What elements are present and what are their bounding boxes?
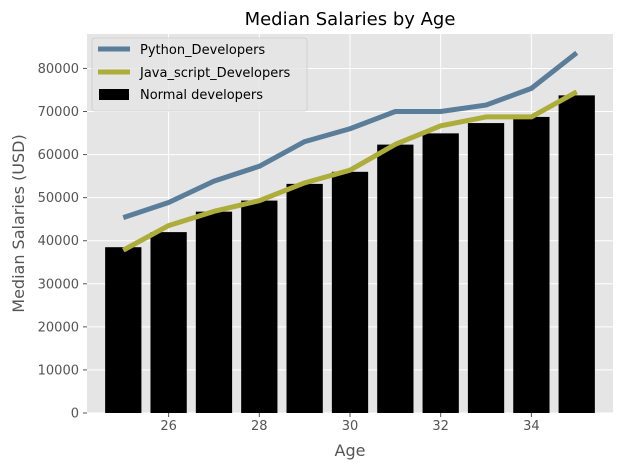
- bar: [150, 232, 187, 413]
- bar: [377, 144, 414, 413]
- y-tick-label: 40000: [38, 234, 79, 249]
- bar: [422, 133, 459, 413]
- x-tick-label: 30: [342, 419, 359, 434]
- series-lines: [122, 50, 579, 253]
- x-tick-label: 34: [523, 419, 540, 434]
- legend-label-python: Python_Developers: [140, 43, 265, 58]
- series-line-1: [122, 89, 578, 253]
- y-tick-label: 20000: [38, 320, 79, 335]
- y-tick-label: 10000: [38, 363, 79, 378]
- legend-swatch-normal: [99, 89, 129, 100]
- y-tick-label: 80000: [38, 62, 79, 77]
- bar: [286, 183, 323, 413]
- x-tick-label: 32: [432, 419, 449, 434]
- y-tick-label: 60000: [38, 148, 79, 163]
- y-tick-label: 30000: [38, 277, 79, 292]
- bars: [105, 95, 595, 414]
- x-tick-label: 28: [251, 419, 268, 434]
- chart-title: Median Salaries by Age: [245, 9, 456, 30]
- bar: [331, 171, 369, 413]
- bar: [241, 200, 278, 413]
- x-tick-label: 26: [160, 419, 177, 434]
- bar: [513, 116, 550, 414]
- y-tick-label: 70000: [38, 105, 79, 120]
- y-ticks: 0 10000 20000 30000 40000 50000 60000 70000 8000…: [38, 62, 87, 422]
- series-line-0: [122, 50, 579, 220]
- legend-label-normal: Normal developers: [140, 88, 263, 103]
- x-axis-label: Age: [335, 441, 366, 460]
- bar: [195, 211, 233, 413]
- x-ticks: 26 28 30 32 34: [160, 413, 540, 434]
- bar: [558, 95, 595, 413]
- y-axis-label: Median Salaries (USD): [9, 134, 28, 312]
- y-tick-label: 0: [71, 407, 79, 422]
- y-tick-label: 50000: [38, 191, 79, 206]
- legend: Python_Developers Java_script_Developers…: [91, 37, 308, 112]
- legend-box: [91, 37, 308, 112]
- bar: [105, 247, 142, 413]
- legend-label-javascript: Java_script_Developers: [139, 66, 291, 81]
- bar: [467, 123, 505, 414]
